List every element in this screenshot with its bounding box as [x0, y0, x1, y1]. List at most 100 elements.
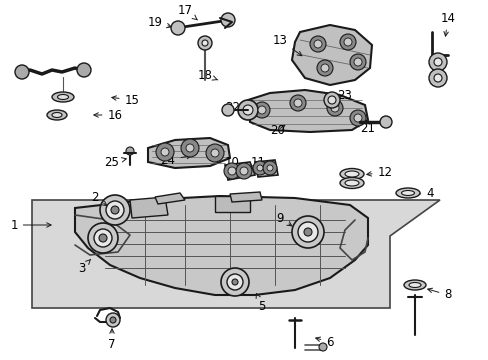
Circle shape [258, 106, 265, 114]
Ellipse shape [401, 190, 414, 195]
Circle shape [349, 110, 365, 126]
Text: 3: 3 [78, 260, 90, 274]
Text: 10: 10 [224, 156, 243, 171]
Circle shape [185, 144, 194, 152]
Circle shape [291, 216, 324, 248]
Circle shape [171, 21, 184, 35]
Circle shape [318, 343, 326, 351]
Text: 23: 23 [332, 89, 352, 105]
Circle shape [77, 63, 91, 77]
Ellipse shape [339, 177, 363, 189]
Ellipse shape [345, 171, 358, 177]
Circle shape [221, 268, 248, 296]
Polygon shape [32, 200, 439, 308]
Circle shape [326, 100, 342, 116]
Circle shape [313, 40, 321, 48]
Circle shape [15, 65, 29, 79]
Circle shape [224, 163, 240, 179]
Text: 15: 15 [112, 94, 139, 107]
Text: 2: 2 [91, 190, 107, 206]
Polygon shape [215, 196, 249, 212]
Circle shape [126, 147, 134, 155]
Text: 6: 6 [315, 336, 333, 348]
Circle shape [266, 165, 272, 171]
Text: 25: 25 [104, 156, 126, 168]
Ellipse shape [395, 188, 419, 198]
Circle shape [324, 92, 339, 108]
Circle shape [433, 58, 441, 66]
Polygon shape [229, 192, 262, 202]
Circle shape [243, 105, 252, 115]
Circle shape [106, 201, 124, 219]
Text: 7: 7 [108, 329, 116, 351]
Circle shape [253, 102, 269, 118]
Text: 8: 8 [427, 288, 451, 302]
Circle shape [252, 161, 266, 175]
Circle shape [226, 274, 243, 290]
Ellipse shape [47, 110, 67, 120]
Circle shape [327, 96, 335, 104]
Circle shape [240, 167, 247, 175]
Text: 19: 19 [147, 15, 171, 28]
Text: 18: 18 [197, 68, 217, 81]
Circle shape [198, 36, 212, 50]
Circle shape [289, 95, 305, 111]
Text: 5: 5 [256, 293, 265, 314]
Circle shape [110, 317, 116, 323]
Circle shape [349, 54, 365, 70]
Polygon shape [291, 25, 371, 85]
Circle shape [257, 165, 263, 171]
Text: 22: 22 [225, 100, 249, 113]
Circle shape [353, 58, 361, 66]
Circle shape [379, 116, 391, 128]
Text: 21: 21 [354, 122, 375, 135]
Text: 12: 12 [366, 166, 392, 179]
Text: 24: 24 [160, 153, 191, 166]
Ellipse shape [403, 280, 425, 290]
Circle shape [236, 163, 251, 179]
Polygon shape [224, 162, 254, 180]
Circle shape [231, 279, 238, 285]
Circle shape [99, 234, 107, 242]
Circle shape [227, 167, 236, 175]
Polygon shape [130, 197, 168, 218]
Circle shape [428, 53, 446, 71]
Ellipse shape [58, 95, 68, 99]
Text: 20: 20 [270, 123, 285, 136]
Text: 4: 4 [411, 186, 433, 199]
Circle shape [304, 228, 311, 236]
Circle shape [156, 143, 174, 161]
Circle shape [202, 40, 207, 46]
Text: 14: 14 [440, 12, 454, 36]
Circle shape [88, 223, 118, 253]
Circle shape [297, 222, 317, 242]
Ellipse shape [52, 92, 74, 102]
Text: 13: 13 [272, 33, 301, 56]
Ellipse shape [345, 180, 358, 186]
Circle shape [222, 104, 234, 116]
Circle shape [100, 195, 130, 225]
Text: 1: 1 [10, 219, 51, 231]
Circle shape [94, 229, 112, 247]
Circle shape [316, 60, 332, 76]
Ellipse shape [408, 283, 420, 288]
Polygon shape [247, 90, 367, 132]
Circle shape [320, 64, 328, 72]
Circle shape [343, 38, 351, 46]
Circle shape [428, 69, 446, 87]
Ellipse shape [339, 168, 363, 180]
Polygon shape [155, 193, 184, 204]
Ellipse shape [52, 113, 62, 117]
Polygon shape [254, 160, 278, 177]
Circle shape [205, 144, 224, 162]
Polygon shape [75, 196, 367, 295]
Text: 16: 16 [94, 108, 122, 122]
Circle shape [106, 313, 120, 327]
Circle shape [309, 36, 325, 52]
Polygon shape [148, 138, 229, 168]
Text: 9: 9 [276, 212, 291, 226]
Circle shape [161, 148, 169, 156]
Circle shape [433, 74, 441, 82]
Text: 11: 11 [250, 156, 265, 171]
Circle shape [111, 206, 119, 214]
